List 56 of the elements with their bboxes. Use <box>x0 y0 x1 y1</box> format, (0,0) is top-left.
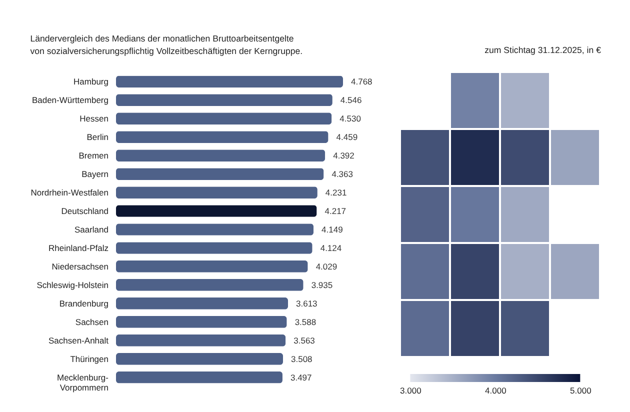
data-label: 4.768 <box>351 76 373 87</box>
bar <box>116 168 324 180</box>
y-tick-label: Brandenburg <box>59 298 109 308</box>
data-label: 4.363 <box>332 169 354 180</box>
y-tick-label: Nordrhein-Westfalen <box>30 188 109 198</box>
bar <box>116 371 282 384</box>
color-bar-label: 3.000 <box>400 386 422 396</box>
color-bar-label: 5.000 <box>570 386 592 396</box>
bar <box>116 334 286 346</box>
data-label: 3.588 <box>294 316 316 327</box>
bar <box>116 224 314 236</box>
color-bar-label: 4.000 <box>485 386 507 396</box>
bar <box>116 150 326 162</box>
data-label: 4.546 <box>340 95 362 106</box>
bar <box>116 76 343 88</box>
data-label: 4.392 <box>333 150 355 161</box>
data-label: 4.149 <box>322 224 344 234</box>
bar <box>116 131 328 143</box>
data-label: 4.530 <box>340 114 362 124</box>
data-label: 3.613 <box>296 298 318 308</box>
bar <box>116 260 308 272</box>
y-tick-label: Sachsen <box>75 316 109 327</box>
bar <box>116 242 312 254</box>
y-tick-label: Schleswig-Holstein <box>36 280 109 290</box>
data-label: 3.508 <box>291 354 313 364</box>
y-tick-label: Hessen <box>80 114 109 124</box>
bar <box>116 205 317 217</box>
y-tick-label: Berlin <box>86 132 109 142</box>
y-tick-label: Saarland <box>74 224 109 234</box>
data-label: 4.217 <box>324 206 346 216</box>
y-tick-label: Deutschland <box>61 206 109 216</box>
bar <box>116 94 332 106</box>
bar <box>116 316 287 328</box>
y-tick-label: Rheinland-Pfalz <box>48 242 108 253</box>
data-label: 3.497 <box>290 372 312 382</box>
data-label: 4.029 <box>316 261 338 272</box>
y-tick-label: Bayern <box>82 169 109 180</box>
y-tick-label: Thüringen <box>70 354 109 364</box>
bar <box>116 298 288 310</box>
y-tick-label: Sachsen-Anhalt <box>48 335 110 346</box>
y-tick-label: Baden-Württemberg <box>32 95 109 106</box>
data-label: 4.459 <box>336 132 358 142</box>
data-label: 3.563 <box>294 335 316 346</box>
y-tick-label: Bremen <box>78 150 109 161</box>
data-label: 4.231 <box>325 188 347 198</box>
bar <box>116 186 318 198</box>
data-label: 3.935 <box>311 280 333 290</box>
chart-subtitle: Ländervergleich des Medians der monatlichen Bruttoarbeitsentgelte von sozialversicherungspflichtig Vollzeitbeschäftigten der Kerngruppe. <box>30 34 303 56</box>
bar <box>116 112 332 124</box>
data-label: 4.124 <box>320 242 342 253</box>
text: zum Stichtag 31.12.2025, in € <box>484 45 602 56</box>
y-tick-label: Hamburg <box>74 76 109 87</box>
bar <box>116 279 304 291</box>
y-tick-label: Niedersachsen <box>52 261 109 272</box>
bar <box>116 352 284 365</box>
y-tick-label: Mecklenburg- Vorpommern <box>57 372 109 392</box>
